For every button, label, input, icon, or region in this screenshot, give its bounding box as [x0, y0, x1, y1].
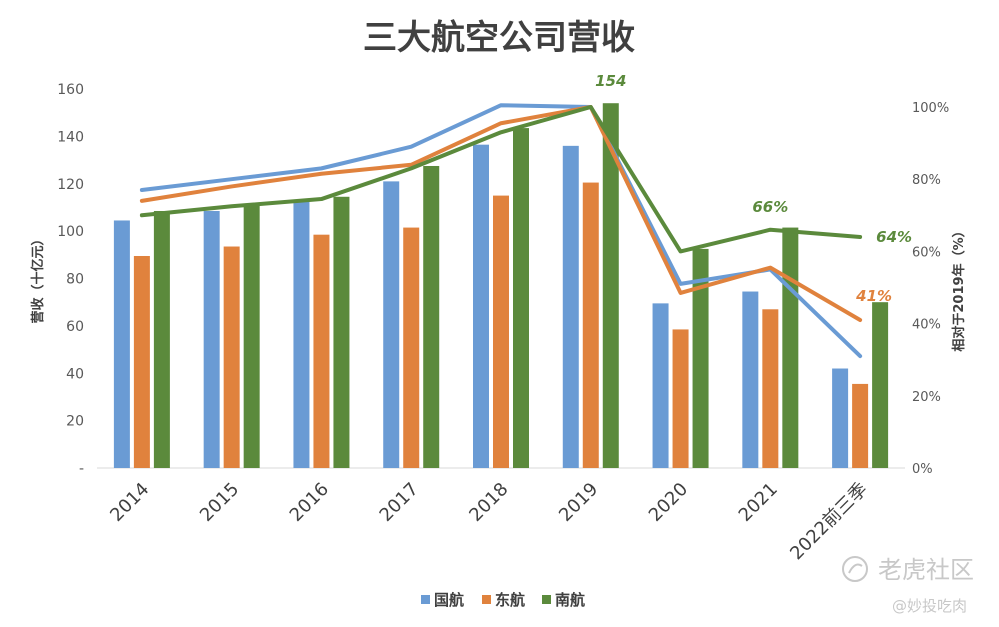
annotation-label: 154	[595, 72, 626, 90]
annotation-label: 41%	[855, 287, 892, 305]
bar-1-8	[852, 383, 869, 468]
bar-1-6	[672, 329, 689, 468]
y2-tick-label: 100%	[912, 101, 949, 116]
y2-tick-label: 0%	[912, 462, 933, 477]
y2-axis-ticks: 0% 20% 40% 60% 80% 100%	[912, 101, 949, 477]
bar-0-5	[562, 145, 579, 468]
y2-tick-label: 80%	[912, 173, 941, 188]
bar-2-8	[872, 302, 889, 468]
bar-1-7	[762, 309, 779, 468]
x-tick-label: 2018	[465, 479, 512, 526]
legend: 国航 东航 南航	[421, 591, 585, 609]
y-tick-label: 140	[57, 129, 84, 145]
bars	[113, 103, 889, 469]
bar-0-0	[113, 220, 130, 468]
y-tick-label: -	[79, 461, 84, 477]
legend-label: 东航	[495, 591, 525, 609]
line-series-2	[139, 105, 863, 254]
x-tick-label: 2017	[376, 479, 423, 526]
bar-2-6	[692, 248, 709, 468]
bar-0-7	[742, 291, 759, 468]
x-tick-label: 2016	[286, 479, 333, 526]
bar-1-5	[582, 182, 599, 469]
bar-2-7	[782, 227, 799, 468]
x-tick-label: 2015	[196, 479, 243, 526]
y2-tick-label: 20%	[912, 390, 941, 405]
watermark: 老虎社区 @妙投吃肉	[842, 556, 974, 615]
y-tick-label: 40	[66, 366, 84, 382]
watermark-main: 老虎社区	[878, 556, 974, 584]
y-tick-label: 80	[66, 272, 84, 288]
lines	[139, 103, 863, 359]
y-tick-label: 120	[57, 177, 84, 193]
y-tick-label: 160	[57, 82, 84, 98]
bar-0-8	[832, 368, 849, 468]
y-axis-ticks: - 20 40 60 80 100 120 140 160	[57, 82, 84, 477]
legend-swatch-1	[482, 595, 491, 604]
x-tick-label: 2021	[735, 479, 782, 526]
y-tick-label: 60	[66, 319, 84, 335]
legend-label: 国航	[434, 591, 464, 609]
x-axis-ticks: 2014 2015 2016 2017 2018 2019 2020 2021 2022前三季	[106, 479, 871, 564]
y2-tick-label: 40%	[912, 318, 941, 333]
bar-0-4	[473, 144, 489, 468]
bar-2-5	[602, 103, 619, 469]
x-tick-label: 2022前三季	[786, 479, 871, 564]
legend-swatch-0	[421, 595, 430, 604]
annotations: 154 66% 64% 41%	[595, 72, 912, 305]
tiger-community-logo-icon	[842, 556, 868, 582]
annotation-label: 64%	[876, 228, 912, 246]
bar-1-0	[133, 255, 150, 468]
x-tick-label: 2014	[106, 479, 153, 526]
x-tick-label: 2019	[555, 479, 602, 526]
bar-1-4	[493, 195, 509, 468]
bar-2-2	[333, 196, 350, 468]
x-tick-label: 2020	[645, 479, 692, 526]
y-tick-label: 20	[66, 414, 84, 430]
bar-2-3	[423, 165, 440, 468]
annotation-label: 66%	[752, 198, 788, 216]
legend-label: 南航	[555, 591, 585, 609]
bar-0-1	[203, 210, 220, 468]
bar-0-6	[652, 303, 669, 468]
y2-axis-title: 相对于2019年（%）	[951, 224, 967, 351]
bar-2-0	[153, 210, 170, 468]
line-series-1	[139, 105, 863, 322]
legend-swatch-2	[542, 595, 551, 604]
bar-0-2	[293, 201, 310, 468]
watermark-sub: @妙投吃肉	[892, 597, 967, 615]
chart-title: 三大航空公司营收	[363, 18, 635, 58]
y2-tick-label: 60%	[912, 245, 941, 260]
y-axis-title: 营收（十亿元）	[30, 232, 46, 323]
bar-0-3	[383, 181, 400, 468]
bar-1-2	[313, 234, 330, 468]
bar-2-1	[243, 203, 260, 468]
y-tick-label: 100	[57, 224, 84, 240]
bar-1-3	[403, 227, 420, 468]
bar-1-1	[223, 246, 240, 468]
bar-2-4	[513, 128, 529, 468]
